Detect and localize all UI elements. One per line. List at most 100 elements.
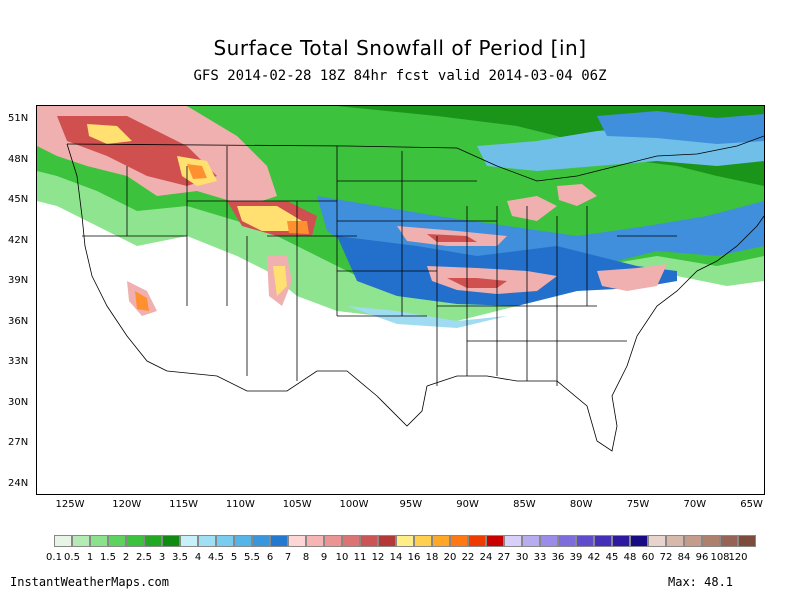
lat-tick-label: 24N [8, 477, 29, 489]
lat-tick-label: 48N [8, 153, 29, 165]
legend-color-cell [180, 535, 198, 547]
legend-color-cell [450, 535, 468, 547]
legend-tick-label: 33 [533, 552, 547, 563]
lon-tick-label: 115W [169, 499, 199, 510]
max-value: Max: 48.1 [668, 575, 734, 589]
legend-color-cell [702, 535, 720, 547]
legend-tick-label: 72 [659, 552, 673, 563]
map-title: Surface Total Snowfall of Period [in] [213, 36, 587, 60]
lat-tick-label: 33N [8, 356, 29, 367]
legend-tick-label: 16 [407, 552, 421, 563]
legend-color-cell [162, 535, 180, 547]
legend-color-cell [54, 535, 72, 547]
legend-tick-label: 2.5 [136, 552, 152, 563]
legend-color-cell [720, 535, 738, 547]
legend-color-cell [108, 535, 126, 547]
legend-color-cell [504, 535, 522, 547]
legend-color-cell [342, 535, 360, 547]
legend-color-cell [90, 535, 108, 547]
legend-tick-label: 3 [158, 552, 166, 563]
legend-color-cell [378, 535, 396, 547]
legend-tick-label: 84 [677, 552, 691, 563]
legend-color-cell [684, 535, 702, 547]
lon-tick-label: 80W [569, 499, 593, 510]
legend-tick-label: 3.5 [172, 552, 188, 563]
lat-tick-label: 27N [8, 437, 29, 448]
legend-tick-label: 5.5 [244, 552, 260, 563]
lat-tick-label: 51N [8, 113, 29, 124]
legend-tick-label: 12 [371, 552, 385, 563]
legend-color-cell [306, 535, 324, 547]
legend-tick-label: 45 [605, 552, 619, 563]
legend-color-cell [396, 535, 414, 547]
legend-tick-label: 48 [623, 552, 637, 563]
source-credit: InstantWeatherMaps.com [10, 575, 169, 589]
legend-tick-label: 9 [320, 552, 328, 563]
lat-tick-label: 45N [8, 194, 29, 205]
legend-color-cell [738, 535, 756, 547]
legend-color-cell [432, 535, 450, 547]
lon-tick-label: 75W [626, 499, 650, 510]
legend-color-cell [216, 535, 234, 547]
legend-color-cell [576, 535, 594, 547]
legend-color-cell [648, 535, 666, 547]
legend-color-cell [594, 535, 612, 547]
legend-color-cell [198, 535, 216, 547]
lon-tick-label: 110W [225, 499, 255, 510]
legend-tick-label: 108 [710, 552, 730, 563]
legend-tick-label: 1 [86, 552, 94, 563]
legend-left-arrow [36, 535, 54, 547]
legend-tick-label: 22 [461, 552, 475, 563]
lon-tick-label: 70W [683, 499, 707, 510]
legend-color-cell [270, 535, 288, 547]
legend-tick-label: 11 [353, 552, 367, 563]
lon-tick-label: 85W [513, 499, 536, 510]
lon-tick-label: 95W [399, 499, 423, 510]
lon-tick-label: 65W [740, 499, 763, 510]
legend-color-cell [612, 535, 630, 547]
legend-tick-label: 5 [230, 552, 238, 563]
lon-tick-label: 90W [456, 499, 479, 510]
legend-tick-label: 24 [479, 552, 493, 563]
legend-color-cell [126, 535, 144, 547]
snow-field-layer [37, 106, 764, 328]
legend-tick-label: 36 [551, 552, 565, 563]
lat-tick-label: 36N [8, 315, 29, 327]
legend-tick-label: 42 [587, 552, 601, 563]
legend-color-cell [486, 535, 504, 547]
legend-color-cell [324, 535, 342, 547]
legend-color-cell [288, 535, 306, 547]
legend-color-cell [144, 535, 162, 547]
legend-tick-label: 18 [425, 552, 439, 563]
legend-color-cell [540, 535, 558, 547]
legend-color-cell [72, 535, 90, 547]
legend-tick-label: 14 [389, 552, 403, 563]
legend-color-cell [468, 535, 486, 547]
lon-tick-label: 125W [55, 499, 85, 510]
snowfall-map-svg [37, 106, 764, 452]
lat-tick-label: 30N [8, 396, 29, 408]
legend-tick-label: 0.5 [64, 552, 80, 563]
legend-tick-label: 0.1 [46, 552, 62, 563]
legend-color-cell [558, 535, 576, 547]
legend-color-cell [360, 535, 378, 547]
lon-tick-label: 120W [112, 499, 142, 510]
legend-tick-label: 4 [194, 552, 202, 563]
legend-tick-label: 60 [641, 552, 655, 563]
legend-tick-label: 1.5 [100, 552, 116, 563]
legend-color-cell [522, 535, 540, 547]
legend-color-cell [252, 535, 270, 547]
legend-tick-label: 10 [335, 552, 349, 563]
lat-tick-label: 39N [8, 275, 29, 286]
legend-tick-label: 6 [266, 552, 274, 563]
boundaries-layer [66, 135, 764, 452]
legend-tick-label: 4.5 [208, 552, 224, 563]
legend-tick-label: 39 [569, 552, 583, 563]
legend-color-cell [414, 535, 432, 547]
lon-tick-label: 100W [339, 499, 369, 510]
legend-tick-label: 120 [728, 552, 748, 563]
map-subtitle: GFS 2014-02-28 18Z 84hr fcst valid 2014-… [193, 68, 607, 84]
snowfall-map [36, 105, 765, 495]
lat-tick-label: 42N [8, 234, 29, 246]
lon-tick-label: 105W [282, 499, 312, 510]
